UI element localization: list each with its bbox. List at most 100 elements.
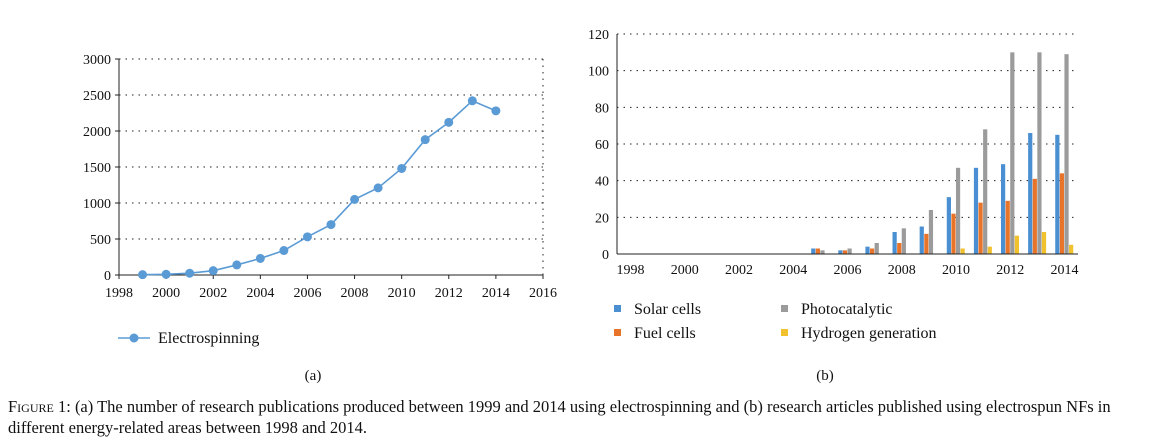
x-tick-label: 2000 <box>671 263 699 278</box>
x-tick-label: 2012 <box>996 263 1024 278</box>
y-tick-label: 1500 <box>83 161 111 176</box>
data-point <box>161 269 171 279</box>
legend-marker <box>129 333 139 343</box>
data-point <box>326 220 336 230</box>
x-tick-label: 1998 <box>105 286 133 301</box>
y-tick-label: 2000 <box>83 125 111 140</box>
x-tick-label: 2004 <box>779 263 807 278</box>
legend-swatch <box>781 329 788 336</box>
bar <box>865 246 870 254</box>
y-tick-label: 100 <box>588 65 609 80</box>
bar <box>1001 164 1006 254</box>
bar <box>838 250 843 254</box>
data-point <box>467 96 477 106</box>
x-tick-label: 2016 <box>529 286 557 301</box>
x-tick-label: 2014 <box>482 286 510 301</box>
y-tick-label: 120 <box>588 28 609 43</box>
data-point <box>138 270 148 280</box>
legend-swatch <box>614 305 621 312</box>
data-point <box>444 117 454 127</box>
data-point <box>302 232 312 242</box>
panel-label: (b) <box>816 368 834 384</box>
x-tick-label: 2014 <box>1050 263 1078 278</box>
x-tick-label: 2008 <box>888 263 916 278</box>
bar <box>847 248 852 254</box>
bar <box>1055 134 1060 254</box>
y-tick-label: 3000 <box>83 53 111 68</box>
bar <box>973 167 979 254</box>
figure-caption: Figure 1: (a) The number of research pub… <box>8 396 1158 438</box>
y-tick-label: 1000 <box>83 197 111 212</box>
data-point <box>397 163 407 173</box>
caption-text: (a) The number of research publications … <box>8 397 1111 437</box>
data-point <box>279 246 289 256</box>
bar <box>1032 178 1037 254</box>
x-tick-label: 2006 <box>293 286 321 301</box>
x-tick-label: 2010 <box>942 263 970 278</box>
chart-a-line: 0 500 1000 1500 2000 2500 3000 1998 2000 2002 2004… <box>83 53 557 384</box>
y-tick-label: 2500 <box>83 89 111 104</box>
y-tick-label: 60 <box>595 138 609 153</box>
x-tick-label: 2004 <box>246 286 274 301</box>
x-tick-label: 2008 <box>341 286 369 301</box>
bar <box>928 210 934 254</box>
bar <box>946 197 951 254</box>
legend-swatch <box>614 329 621 336</box>
bar <box>1005 200 1010 254</box>
x-tick-label: 2006 <box>834 263 862 278</box>
bar <box>811 248 816 254</box>
data-point <box>350 194 360 204</box>
bar <box>874 243 879 254</box>
y-tick-label: 0 <box>104 269 111 284</box>
y-tick-label: 0 <box>602 248 609 263</box>
y-tick-label: 500 <box>90 233 111 248</box>
bar <box>820 250 825 254</box>
y-tick-label: 20 <box>595 211 609 226</box>
chart-b-bars: 0 20 40 60 80 100 120 1998 2000 2002 2004 2006 2008 2… <box>588 28 1078 384</box>
x-tick-label: 2000 <box>152 286 180 301</box>
bar <box>983 129 988 254</box>
x-tick-label: 2010 <box>388 286 416 301</box>
bar <box>901 228 906 254</box>
bar <box>919 226 924 254</box>
data-point <box>491 106 501 116</box>
legend-label: Electrospinning <box>158 330 259 347</box>
bar <box>924 233 929 254</box>
x-tick-label: 2002 <box>199 286 227 301</box>
bar <box>815 248 820 254</box>
data-point <box>420 135 430 145</box>
bar <box>1059 173 1065 254</box>
legend-label: Solar cells <box>634 301 701 318</box>
data-point <box>185 268 195 278</box>
bar <box>951 213 956 254</box>
bar <box>960 248 965 254</box>
bar <box>1010 52 1015 255</box>
bar <box>978 202 983 254</box>
bar <box>955 167 961 254</box>
data-point <box>255 253 265 263</box>
bar <box>1014 235 1020 254</box>
bar <box>987 246 992 254</box>
x-tick-label: 2002 <box>725 263 753 278</box>
caption-label: Figure 1: <box>8 397 71 416</box>
x-tick-label: 1998 <box>617 263 645 278</box>
bar <box>842 250 848 254</box>
series-line <box>142 99 497 276</box>
bar <box>1064 54 1069 254</box>
x-tick-label: 2012 <box>435 286 463 301</box>
bar <box>1069 244 1074 254</box>
legend-label: Fuel cells <box>634 325 696 342</box>
bar <box>897 243 902 254</box>
panel-label: (a) <box>305 368 322 384</box>
legend-label: Hydrogen generation <box>801 325 937 342</box>
data-point <box>208 266 218 276</box>
legend-swatch <box>781 305 788 312</box>
bar <box>1037 52 1042 255</box>
y-tick-label: 40 <box>595 175 609 190</box>
bar <box>892 232 897 254</box>
bar <box>870 248 875 254</box>
data-point <box>232 260 242 270</box>
legend-label: Photocatalytic <box>801 301 893 318</box>
data-point <box>373 183 383 193</box>
bar <box>1028 133 1033 254</box>
